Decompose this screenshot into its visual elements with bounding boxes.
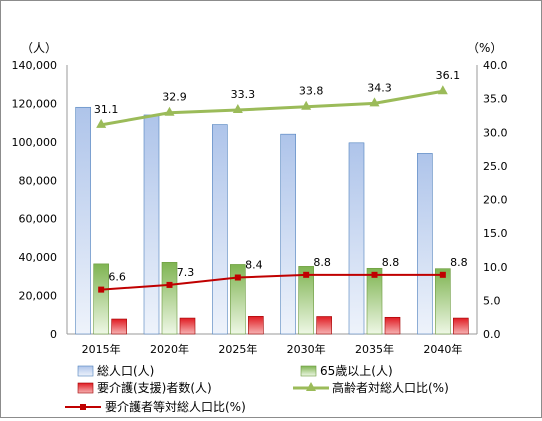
data-label-elderly-ratio: 33.8 [299,85,324,98]
x-tick-label: 2025年 [218,342,257,356]
left-tick-label: 80,000 [19,174,58,187]
bar-group [75,106,469,335]
data-label-care-ratio: 8.8 [450,256,468,269]
data-label-care-ratio: 8.8 [313,256,331,269]
marker-care-ratio [234,274,241,281]
left-tick-label: 100,000 [12,136,58,149]
bar-over-65 [93,263,109,335]
x-axis-labels: 2015年 2020年 2025年 2030年 2035年 2040年 [82,342,463,356]
right-tick-label: 10.0 [483,261,508,274]
legend-marker-elderly-ratio [306,382,316,391]
left-tick-label: 20,000 [19,290,58,303]
right-tick-label: 0.0 [483,328,501,341]
marker-elderly-ratio [96,118,107,128]
data-label-elderly-ratio: 34.3 [367,81,392,94]
marker-elderly-ratio [369,97,380,107]
right-tick-label: 25.0 [483,160,508,173]
data-label-care-ratio: 8.4 [245,259,263,272]
data-label-elderly-ratio: 31.1 [94,103,119,116]
bar-total-population [212,124,228,335]
marker-elderly-ratio [301,100,312,110]
bar-over-65 [161,262,178,335]
marker-elderly-ratio [437,85,448,95]
right-tick-label: 5.0 [483,294,501,307]
left-tick-label: 120,000 [12,97,58,110]
right-tick-label: 40.0 [483,59,508,72]
x-tick-label: 2030年 [287,342,326,356]
right-tick-label: 20.0 [483,194,508,207]
left-tick-label: 140,000 [12,59,58,72]
marker-care-ratio [166,281,173,288]
left-axis-unit: （人） [21,41,57,55]
marker-elderly-ratio [164,106,175,116]
bar-over-65 [298,266,314,335]
line-elderly-ratio [100,89,444,127]
marker-elderly-ratio [232,104,243,114]
left-tick-label: 60,000 [19,213,58,226]
bar-care-needed [248,316,264,335]
legend-swatch-care-needed [77,382,94,394]
legend-label-care-ratio: 要介護者等対総人口比(%) [105,399,246,414]
bar-care-needed [111,318,127,335]
x-tick-label: 2035年 [355,342,394,356]
data-label-elderly-ratio: 32.9 [162,91,187,104]
bar-total-population [417,153,433,335]
bar-over-65 [435,268,451,335]
right-axis-unit: （%） [467,41,502,55]
marker-care-ratio [98,286,105,293]
bar-total-population [280,133,296,335]
left-tick-label: 0 [50,328,57,341]
legend-swatch-over-65 [300,365,317,377]
x-tick-label: 2015年 [82,342,121,356]
legend-label-total-population: 総人口(人) [97,364,154,378]
line-group: 31.1 32.9 33.3 33.8 34.3 36.1 6.6 7.3 8.4 8.8 8.8 8… [94,69,468,293]
bar-total-population [75,106,91,335]
x-tick-label: 2040年 [423,342,462,356]
data-label-elderly-ratio: 36.1 [436,69,461,82]
legend-label-care-needed: 要介護(支援)者数(人) [97,380,212,395]
right-tick-label: 30.0 [483,126,508,139]
left-tick-label: 40,000 [19,251,58,264]
marker-care-ratio [439,271,446,278]
legend: 総人口(人) 65歳以上(人) 要介護(支援)者数(人) 高齢者対総人口比(%)… [65,364,449,414]
bar-care-needed [453,317,469,335]
data-label-care-ratio: 8.8 [382,256,400,269]
data-label-care-ratio: 6.6 [108,271,126,284]
bar-over-65 [366,267,383,335]
bar-care-needed [384,316,401,335]
x-tick-label: 2020年 [150,342,189,356]
marker-care-ratio [371,271,378,278]
legend-label-over-65: 65歳以上(人) [320,364,393,378]
bar-care-needed [316,316,332,335]
legend-swatch-total-population [77,365,94,377]
bar-care-needed [179,317,196,335]
data-label-elderly-ratio: 33.3 [231,88,256,101]
data-label-care-ratio: 7.3 [177,266,195,279]
bar-total-population [143,114,160,335]
legend-marker-care-ratio [80,404,86,410]
line-care-ratio [101,273,443,291]
marker-care-ratio [303,271,310,278]
left-axis-ticks: 0 20,000 40,000 60,000 80,000 100,000 120,000 1… [12,59,58,341]
right-tick-label: 15.0 [483,227,508,240]
right-tick-label: 35.0 [483,93,508,106]
bar-total-population [348,142,365,335]
legend-label-elderly-ratio: 高齢者対総人口比(%) [332,380,449,395]
right-axis-ticks: 0.0 5.0 10.0 15.0 20.0 25.0 30.0 35.0 40.0 [483,59,508,341]
bar-over-65 [230,264,246,335]
